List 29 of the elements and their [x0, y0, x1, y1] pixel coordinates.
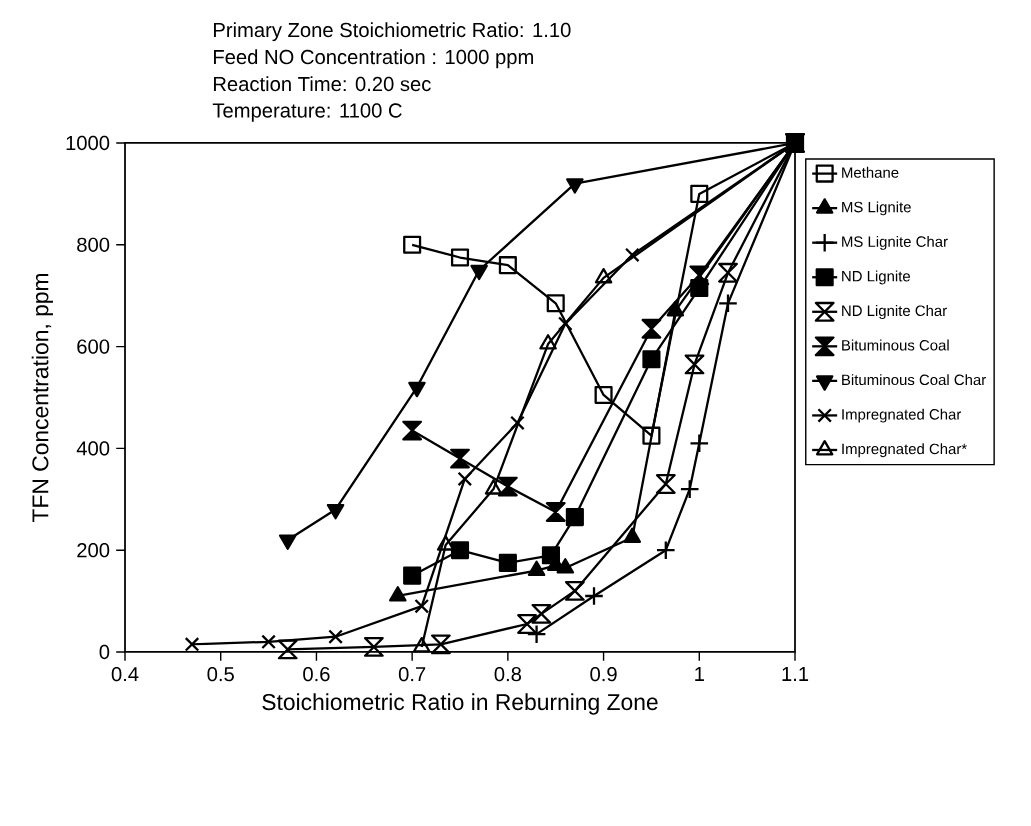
x-axis-title: Stoichiometric Ratio in Reburning Zone	[262, 693, 658, 715]
x-tick-label: 1.1	[782, 666, 809, 681]
x-tick-label: 0.7	[398, 666, 426, 682]
y-tick-label: 600	[77, 339, 110, 354]
y-tick-label: 400	[76, 441, 110, 456]
legend-label: ND Lignite Char	[842, 305, 947, 319]
legend-label: Methane	[842, 166, 899, 178]
legend-label: ND Lignite	[842, 270, 910, 285]
y-tick-label: 1000	[66, 135, 110, 151]
y-tick-label: 800	[77, 237, 110, 252]
x-tick-label: 0.8	[494, 666, 522, 682]
y-axis-title: TFN Concentration, ppm	[31, 273, 53, 523]
x-tick-label: 0.5	[207, 666, 234, 682]
y-tick-label: 200	[77, 543, 110, 558]
legend-label: Bituminous Coal	[842, 339, 949, 351]
legend-label: MS Lignite Char	[842, 235, 948, 250]
chart-title: Primary Zone Stoichiometric Ratio: 1.10	[214, 22, 571, 42]
text: Temperature: 1100 C	[212, 103, 402, 122]
x-tick-label: 0.6	[303, 666, 330, 682]
text: Reaction Time: 0.20 sec	[214, 76, 431, 92]
text: Feed NO Concentration : 1000 ppm	[214, 49, 533, 69]
x-tick-label: 0.4	[111, 666, 139, 682]
y-tick-label: 0	[99, 644, 110, 660]
x-tick-label: 1	[695, 666, 704, 681]
legend-label: Bituminous Coal Char	[842, 374, 986, 386]
x-tick-label: 0.9	[590, 666, 617, 682]
legend-label: MS Lignite	[842, 201, 911, 216]
legend-label: Impregnated Char*	[842, 443, 967, 458]
legend-label: Impregnated Char	[842, 408, 962, 423]
